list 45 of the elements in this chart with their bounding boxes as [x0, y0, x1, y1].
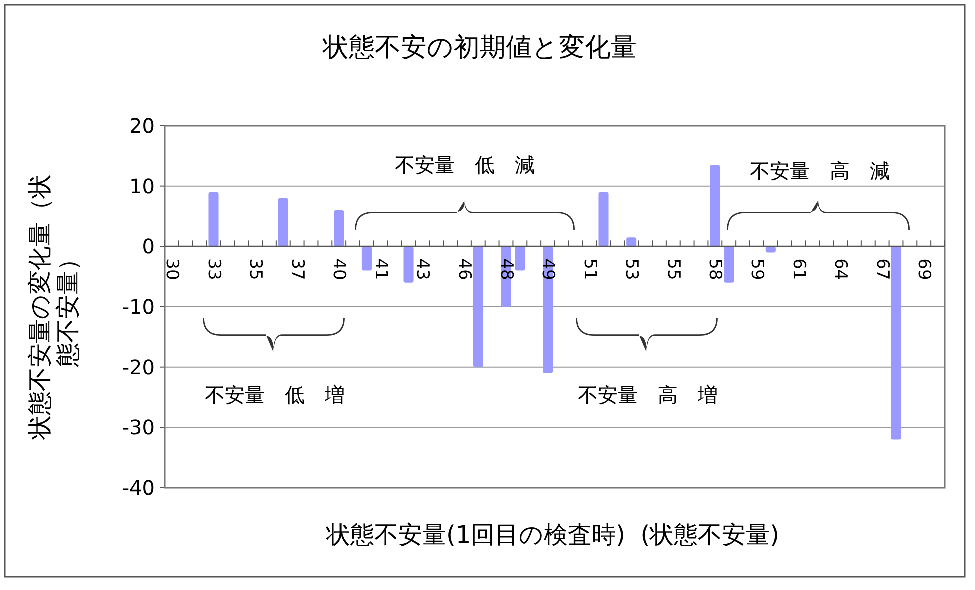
x-tick-label: 61 [788, 258, 809, 280]
bar [724, 246, 734, 283]
x-tick-label: 33 [204, 258, 224, 280]
bar [626, 238, 637, 247]
x-tick-label: 30 [162, 258, 182, 280]
bar [598, 192, 609, 247]
y-tick-label: 0 [142, 234, 155, 259]
y-tick-label: 10 [130, 174, 155, 198]
bar [473, 246, 484, 368]
bar [710, 165, 720, 247]
x-tick-label: 37 [287, 258, 308, 280]
x-tick-label: 58 [705, 258, 726, 280]
chart-title: 状態不安の初期値と変化量 [322, 33, 637, 63]
y-axis-title: 状態不安量の変化量（状態不安量） [26, 174, 82, 440]
x-tick-label: 35 [246, 258, 266, 280]
x-tick-label: 43 [412, 258, 433, 280]
bar [891, 246, 902, 440]
bar [515, 246, 526, 271]
x-tick-label: 49 [538, 258, 558, 280]
bar [278, 198, 288, 247]
x-tick-label: 40 [329, 258, 350, 280]
annotation: 不安量 高 増 [578, 383, 718, 407]
bar [404, 246, 414, 283]
annotation: 不安量 高 減 [750, 159, 890, 183]
y-tick-label: -30 [122, 416, 155, 440]
x-tick-label: 59 [746, 258, 767, 280]
x-tick-label: 55 [663, 258, 684, 280]
x-tick-label: 69 [914, 258, 934, 280]
y-tick-label: -20 [122, 355, 155, 380]
y-tick-label: 20 [130, 114, 155, 138]
x-tick-label: 48 [496, 258, 516, 280]
annotation: 不安量 低 増 [205, 383, 345, 407]
y-tick-label: -40 [122, 476, 155, 500]
x-tick-label: 67 [872, 258, 892, 280]
x-tick-label: 53 [622, 258, 642, 280]
bar [208, 192, 219, 247]
x-tick-label: 51 [580, 258, 600, 280]
x-axis-title: 状態不安量(1回目の検査時) (状態不安量) [326, 521, 780, 549]
x-tick-label: 46 [454, 258, 474, 280]
annotation: 不安量 低 減 [395, 153, 535, 177]
bar [362, 246, 372, 271]
bar [334, 210, 344, 247]
x-tick-label: 41 [370, 258, 391, 280]
x-tick-label: 64 [830, 258, 851, 280]
y-tick-label: -10 [122, 295, 155, 319]
